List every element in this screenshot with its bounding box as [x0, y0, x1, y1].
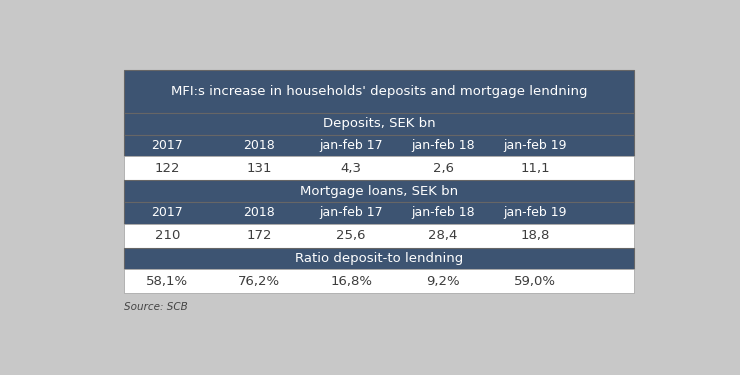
Text: 2017: 2017: [152, 207, 184, 219]
Text: 122: 122: [155, 162, 180, 175]
Text: 76,2%: 76,2%: [238, 275, 280, 288]
Bar: [124, 113, 634, 135]
Text: 172: 172: [246, 229, 272, 242]
Text: 58,1%: 58,1%: [147, 275, 189, 288]
Text: 2,6: 2,6: [433, 162, 454, 175]
Text: jan-feb 17: jan-feb 17: [320, 207, 383, 219]
Text: 16,8%: 16,8%: [330, 275, 372, 288]
Bar: [124, 180, 634, 202]
Text: 11,1: 11,1: [520, 162, 550, 175]
Text: 25,6: 25,6: [337, 229, 366, 242]
Text: 2017: 2017: [152, 139, 184, 152]
Text: 28,4: 28,4: [428, 229, 458, 242]
Bar: [124, 156, 634, 180]
Text: jan-feb 18: jan-feb 18: [411, 207, 475, 219]
Text: MFI:s increase in households' deposits and mortgage lendning: MFI:s increase in households' deposits a…: [171, 85, 588, 98]
Text: 18,8: 18,8: [520, 229, 550, 242]
Text: 59,0%: 59,0%: [514, 275, 556, 288]
Bar: [124, 224, 634, 248]
Text: Ratio deposit-to lendning: Ratio deposit-to lendning: [295, 252, 463, 265]
Text: jan-feb 19: jan-feb 19: [503, 207, 567, 219]
Text: 4,3: 4,3: [340, 162, 362, 175]
Bar: [124, 248, 634, 269]
Text: 2018: 2018: [243, 207, 275, 219]
Text: jan-feb 18: jan-feb 18: [411, 139, 475, 152]
Text: 131: 131: [246, 162, 272, 175]
Bar: [124, 202, 634, 224]
Text: Source: SCB: Source: SCB: [124, 302, 188, 312]
Text: Deposits, SEK bn: Deposits, SEK bn: [323, 117, 436, 130]
Bar: [124, 69, 634, 113]
Bar: [124, 269, 634, 293]
Text: 9,2%: 9,2%: [426, 275, 460, 288]
Bar: [124, 135, 634, 156]
Text: 210: 210: [155, 229, 180, 242]
Text: Mortgage loans, SEK bn: Mortgage loans, SEK bn: [300, 185, 458, 198]
Text: jan-feb 19: jan-feb 19: [503, 139, 567, 152]
Text: 2018: 2018: [243, 139, 275, 152]
Text: jan-feb 17: jan-feb 17: [320, 139, 383, 152]
